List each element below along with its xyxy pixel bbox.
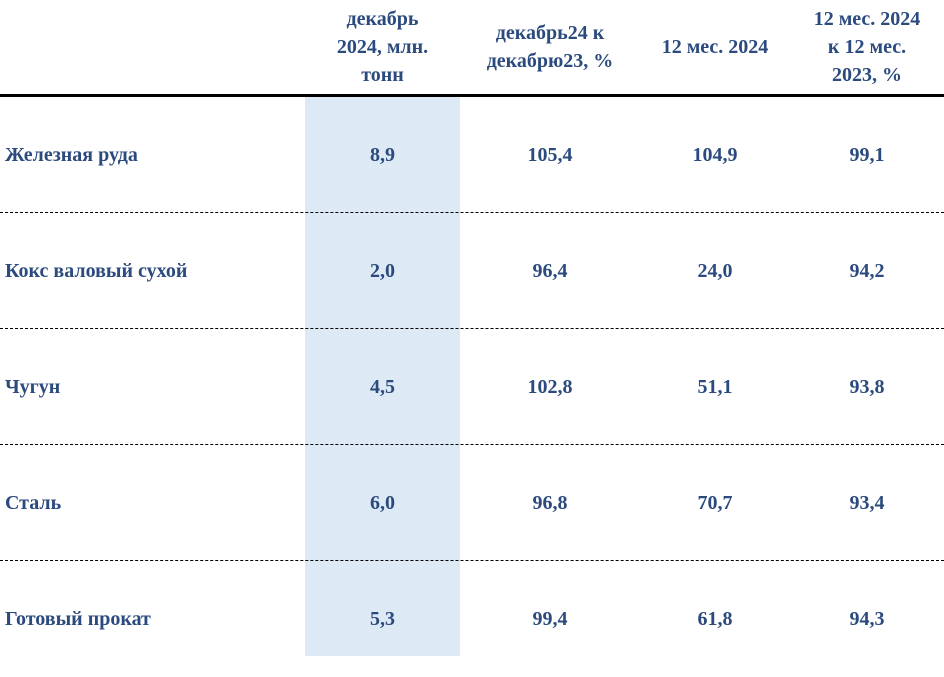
value-cell: 96,4 <box>532 259 568 282</box>
value-cell: 93,4 <box>849 491 885 514</box>
row-separator <box>0 328 944 329</box>
header-cell: 12 мес. 2024 <box>640 0 790 94</box>
row-label: Кокс валовый сухой <box>5 259 188 282</box>
row-separator <box>0 212 944 213</box>
row-label: Чугун <box>5 375 61 398</box>
header-line: к 12 мес. <box>827 36 907 58</box>
value-cell: 94,2 <box>849 259 885 282</box>
row-label: Железная руда <box>5 143 138 166</box>
header-line: тонн <box>361 64 404 86</box>
row-label: Сталь <box>5 491 62 514</box>
header-rule <box>0 94 944 97</box>
value-cell: 61,8 <box>697 607 733 630</box>
value-cell: 105,4 <box>527 143 573 166</box>
header-line: декабрь <box>346 8 419 30</box>
value-cell: 93,8 <box>849 375 885 398</box>
value-cell: 102,8 <box>527 375 573 398</box>
value-cell: 24,0 <box>697 259 733 282</box>
header-line: 12 мес. 2024 <box>813 8 921 30</box>
column-shade <box>305 97 460 656</box>
value-cell: 94,3 <box>849 607 885 630</box>
row-separator <box>0 444 944 445</box>
value-cell: 99,4 <box>532 607 568 630</box>
value-cell: 99,1 <box>849 143 885 166</box>
value-cell: 51,1 <box>697 375 733 398</box>
header-line: декабрю23, % <box>486 50 614 72</box>
header-line: 12 мес. 2024 <box>661 36 769 58</box>
header-line: 2024, млн. <box>336 36 429 58</box>
header-cell: декабрь24 к декабрю23, % <box>460 0 640 94</box>
value-cell: 4,5 <box>370 375 395 398</box>
value-cell: 6,0 <box>370 491 395 514</box>
header-line: декабрь24 к <box>495 22 605 44</box>
row-separator <box>0 560 944 561</box>
header-line: 2023, % <box>832 64 902 86</box>
value-cell: 2,0 <box>370 259 395 282</box>
value-cell: 8,9 <box>370 143 395 166</box>
page: декабрь 2024, млн. тонн декабрь24 к декабрю2… <box>0 0 944 656</box>
row-label: Готовый прокат <box>5 607 151 630</box>
value-cell: 70,7 <box>697 491 733 514</box>
value-cell: 96,8 <box>532 491 568 514</box>
header-cell: 12 мес. 2024 к 12 мес. 2023, % <box>790 0 944 94</box>
header-cell: декабрь 2024, млн. тонн <box>305 0 460 94</box>
value-cell: 104,9 <box>692 143 738 166</box>
value-cell: 5,3 <box>370 607 395 630</box>
